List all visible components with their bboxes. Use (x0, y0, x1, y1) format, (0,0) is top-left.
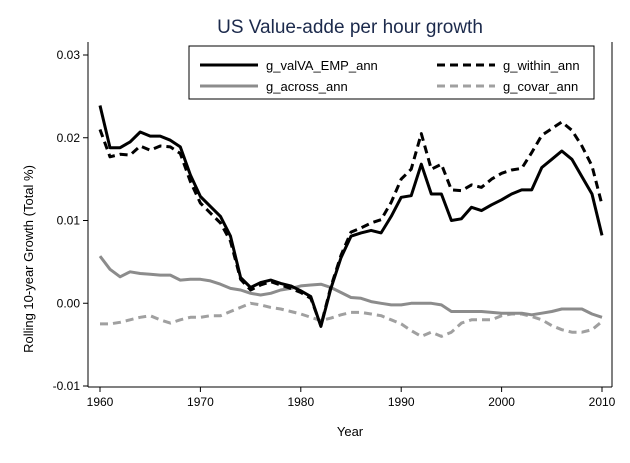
legend-box (188, 45, 595, 100)
y-tick-label: 0.02 (57, 131, 81, 145)
x-tick-label: 2010 (589, 395, 616, 409)
x-tick-label: 1990 (388, 395, 415, 409)
y-tick-label: 0.00 (57, 296, 81, 310)
y-tick-label: -0.01 (53, 379, 81, 393)
y-tick-label: 0.01 (57, 214, 81, 228)
y-tick-label: 0.03 (57, 48, 81, 62)
axes: -0.01 0.00 0.01 0.02 0.03 1960 1970 1980 1990 200… (53, 42, 616, 409)
legend-label: g_within_ann (503, 58, 580, 73)
legend: g_valVA_EMP_ann g_within_ann g_across_ann g… (188, 45, 595, 100)
series-line-g-across-ann (98, 255, 603, 319)
series-line-g-within-ann (98, 120, 604, 328)
y-axis-label: Rolling 10-year Growth (Total %) (21, 165, 36, 353)
x-axis-label: Year (337, 424, 364, 439)
chart-title: US Value-adde per hour growth (217, 17, 483, 38)
series-lines (98, 105, 604, 338)
x-tick-label: 1980 (287, 395, 314, 409)
series-line-g-valva-emp-ann (98, 105, 604, 328)
legend-label: g_across_ann (266, 79, 348, 94)
x-tick-label: 2000 (488, 395, 515, 409)
legend-label: g_covar_ann (503, 79, 578, 94)
x-tick-label: 1970 (187, 395, 214, 409)
legend-label: g_valVA_EMP_ann (266, 58, 378, 73)
x-tick-label: 1960 (87, 395, 114, 409)
